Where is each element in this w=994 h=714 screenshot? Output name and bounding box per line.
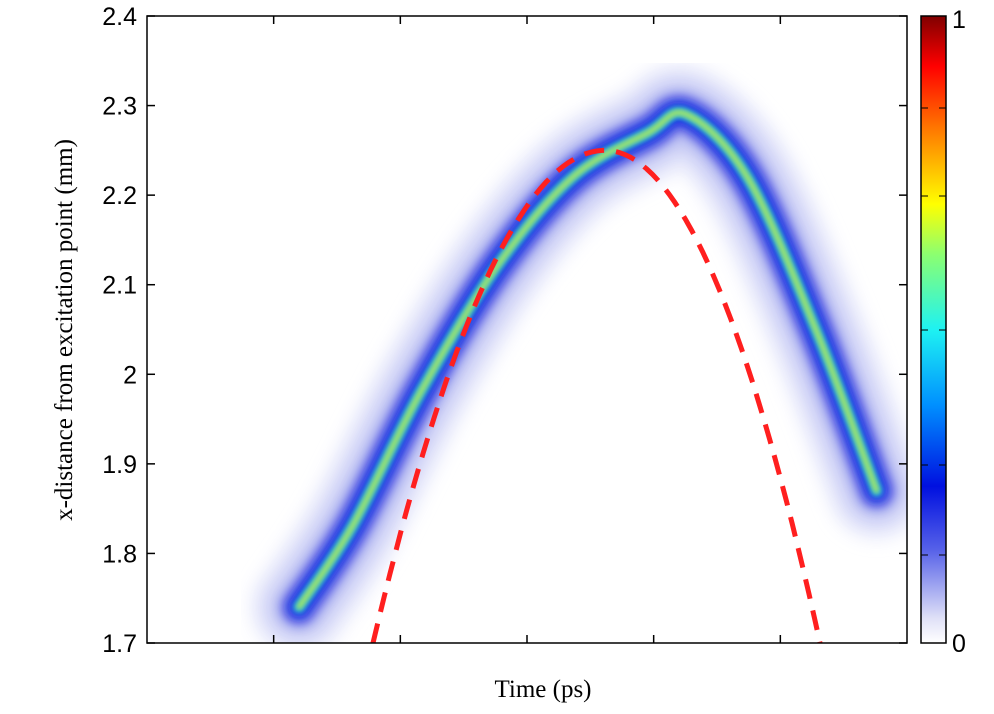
y-axis-label: x-distance from excitation point (mm) bbox=[51, 139, 78, 521]
y-tick-label: 1.7 bbox=[102, 630, 137, 658]
x-axis bbox=[272, 16, 782, 643]
colorbar: 1 0 bbox=[920, 6, 966, 658]
y-tick-label: 2.4 bbox=[102, 3, 137, 31]
density-core-yellow bbox=[296, 109, 880, 611]
y-tick-label: 2.2 bbox=[102, 182, 137, 210]
colorbar-min-label: 0 bbox=[952, 630, 966, 658]
y-tick-label: 2.1 bbox=[102, 272, 137, 300]
y-tick-label: 2.3 bbox=[102, 93, 137, 121]
density-layer bbox=[251, 65, 907, 643]
y-tick-label: 2 bbox=[123, 361, 137, 389]
fit-curve-dashed bbox=[370, 147, 823, 644]
colorbar-max-label: 1 bbox=[952, 6, 966, 34]
x-axis-label: Time (ps) bbox=[494, 676, 591, 703]
y-tick-label: 1.8 bbox=[102, 540, 137, 568]
plot-area bbox=[251, 65, 907, 643]
y-axis: 1.7 1.8 1.9 2 2.1 2.2 2.3 2.4 bbox=[102, 3, 907, 658]
y-tick-label: 1.9 bbox=[102, 451, 137, 479]
